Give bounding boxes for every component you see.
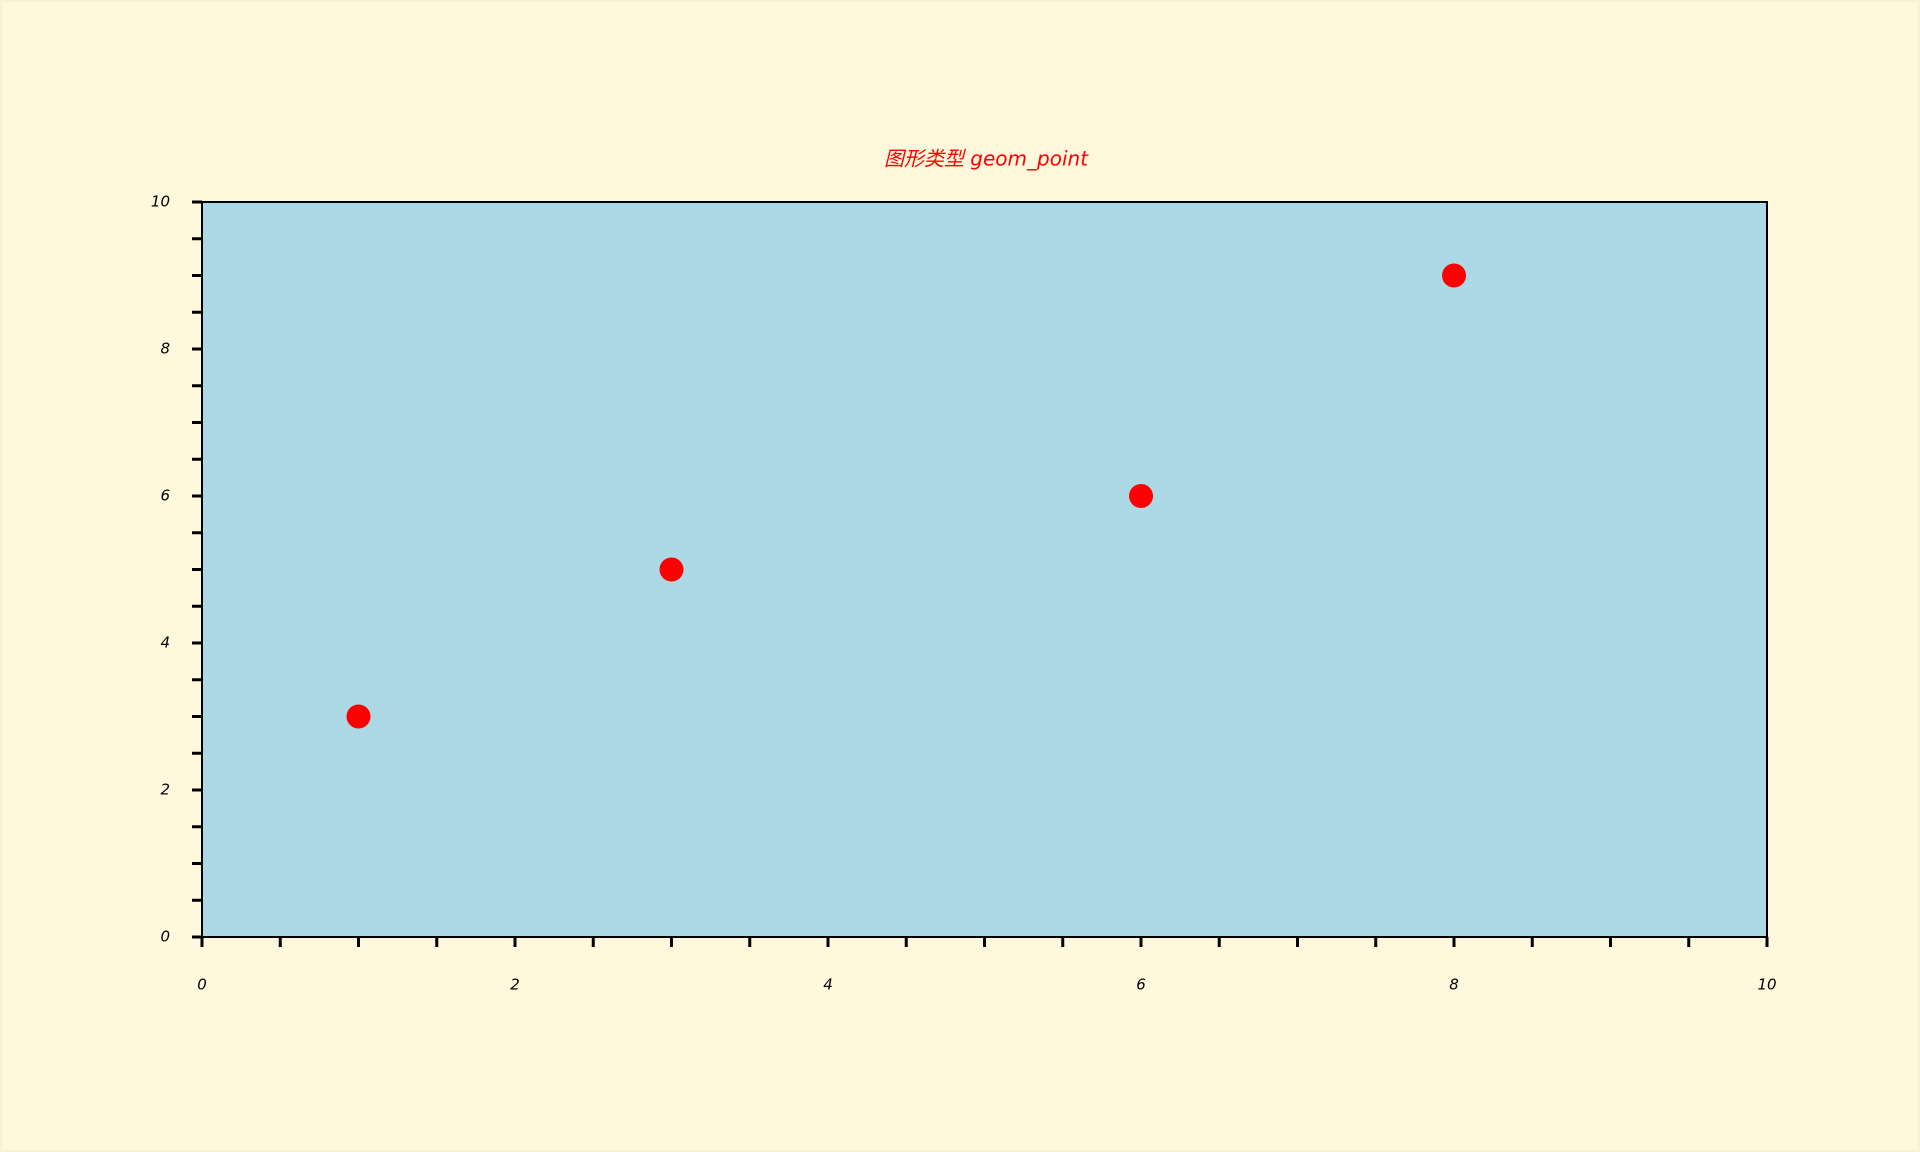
x-tick-label: 6 (1136, 976, 1146, 994)
y-tick-label: 8 (160, 340, 170, 358)
y-tick-label: 4 (160, 634, 170, 652)
y-tick-label: 0 (160, 928, 170, 946)
x-tick-label: 4 (823, 976, 833, 994)
point (659, 557, 684, 582)
y-tick-label: 10 (151, 193, 170, 211)
x-tick-label: 0 (197, 976, 207, 994)
x-tick-label: 2 (510, 976, 520, 994)
point (1129, 484, 1153, 508)
y-tick-label: 6 (160, 487, 170, 505)
plot-area (201, 201, 1768, 938)
point (346, 704, 371, 729)
x-tick-label: 8 (1449, 976, 1459, 994)
y-tick-label: 2 (160, 781, 170, 799)
point (1442, 263, 1466, 288)
x-tick-label: 10 (1757, 976, 1776, 994)
chart-title: 图形类型 geom_point (884, 147, 1089, 171)
